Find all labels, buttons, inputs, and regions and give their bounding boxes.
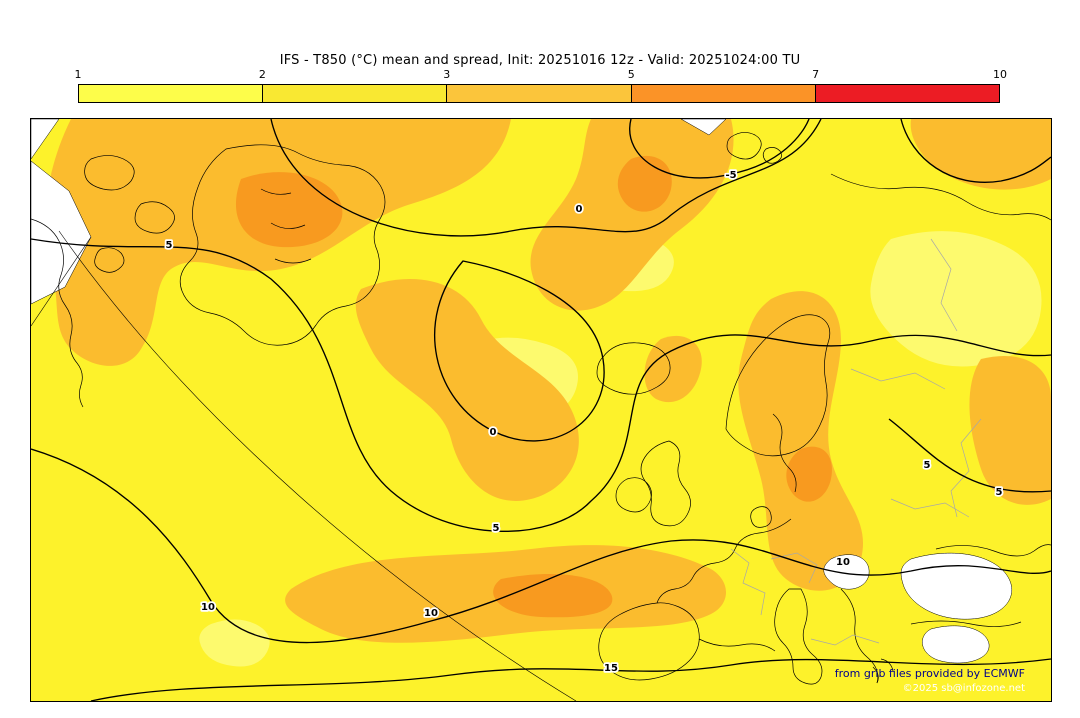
spread-orange-patches [45, 119, 1051, 643]
colorbar-tick: 10 [993, 68, 1007, 81]
colorbar-ticks: 1 2 3 5 7 10 [74, 68, 1008, 84]
contour-labels: 0 5 -5 0 5 10 10 15 5 5 10 [164, 168, 1005, 676]
coastlines [31, 132, 1051, 685]
contour-label: 5 [166, 240, 173, 251]
colorbar-tick: 2 [258, 68, 266, 81]
colorbar-tick: 7 [812, 68, 820, 81]
colorbar-segment [447, 85, 632, 102]
contour-label: 5 [996, 487, 1003, 498]
credits: from grib files provided by ECMWF ©2025 … [835, 667, 1025, 695]
contour-lines [31, 119, 1051, 701]
credits-copyright: ©2025 sb@infozone.net [902, 682, 1025, 694]
contour-label: -5 [725, 170, 736, 181]
colorbar-tick: 1 [74, 68, 82, 81]
contour-label: 0 [576, 204, 583, 215]
colorbar-segment [79, 85, 264, 102]
contour-label: 10 [836, 557, 850, 568]
contour-label: 5 [924, 460, 931, 471]
colorbar-tick: 5 [627, 68, 635, 81]
colorbar-segment [263, 85, 448, 102]
colorbar-bar [78, 84, 1000, 103]
credits-source: from grib files provided by ECMWF [834, 666, 1025, 680]
spread-colorbar: 1 2 3 5 7 10 [74, 68, 1008, 103]
map-canvas: 0 5 -5 0 5 10 10 15 5 5 10 [31, 119, 1051, 701]
colorbar-segment [815, 85, 1000, 102]
contour-label: 10 [201, 602, 215, 613]
colorbar-segment [631, 85, 816, 102]
contour-label: 15 [604, 663, 618, 674]
spread-deep-orange-patches [235, 155, 832, 618]
no-data-white-zones [31, 119, 1012, 664]
contour-label: 5 [493, 523, 500, 534]
contour-label: 10 [424, 608, 438, 619]
country-borders [730, 238, 982, 646]
weather-map: 0 5 -5 0 5 10 10 15 5 5 10 from grib fil… [30, 118, 1052, 702]
map-title: IFS - T850 (°C) mean and spread, Init: 2… [279, 53, 801, 68]
contour-label: 0 [490, 427, 497, 438]
domain-boundary-lines [31, 230, 577, 701]
colorbar-tick: 3 [443, 68, 451, 81]
